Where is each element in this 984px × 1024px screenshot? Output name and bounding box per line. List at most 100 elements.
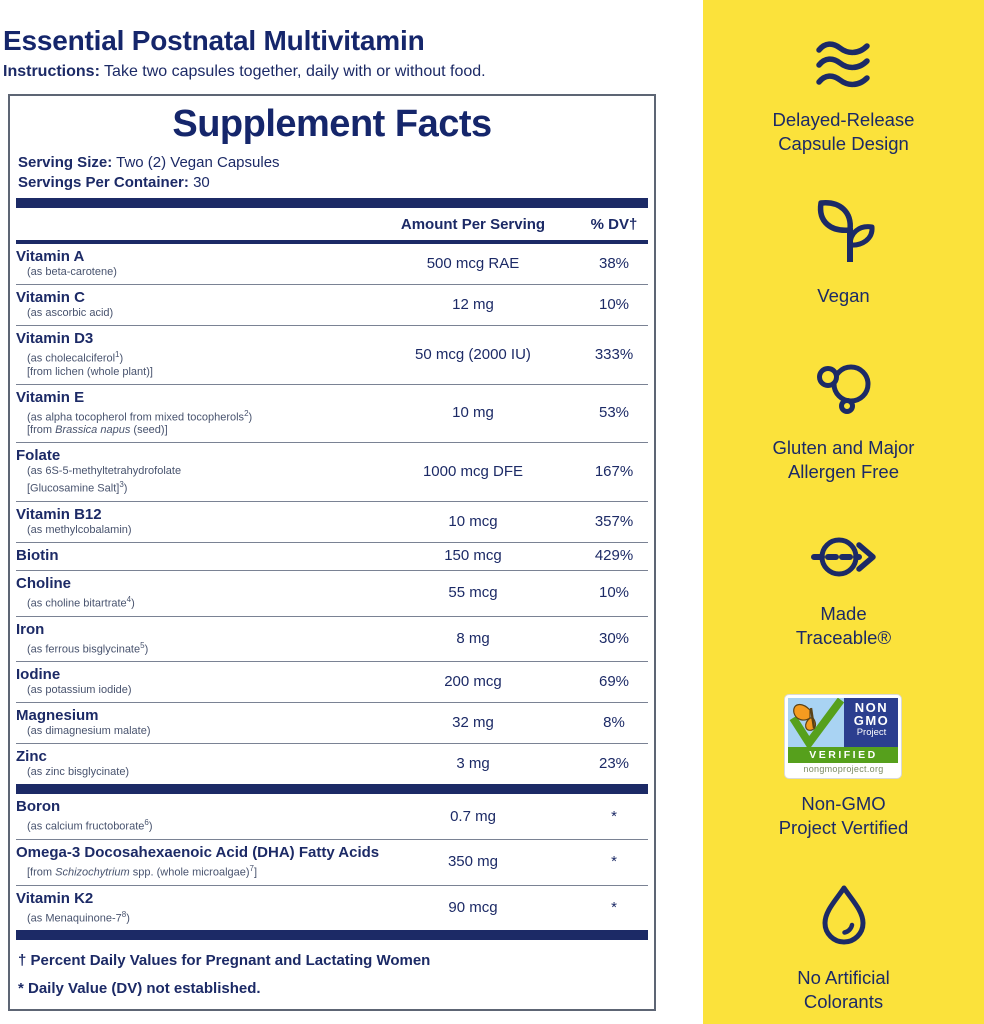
badge-word-non: NON — [854, 700, 889, 715]
feature-item: Gluten and Major Allergen Free — [773, 358, 914, 484]
feature-item: Delayed-Release Capsule Design — [773, 38, 914, 156]
daily-value: 167% — [594, 463, 634, 481]
table-header: Amount Per Serving % DV† — [16, 208, 648, 240]
nutrient-name: Omega-3 Docosahexaenoic Acid (DHA) Fatty… — [16, 843, 380, 861]
nutrient-name: Vitamin D3 — [16, 330, 94, 347]
nutrient-row: Vitamin K2 (as Menaquinone-78) 90 mcg * — [16, 886, 648, 931]
nutrient-row: Vitamin A (as beta-carotene) 500 mcg RAE 38… — [16, 244, 648, 285]
column-header-amount: Amount Per Serving — [400, 215, 546, 233]
instructions: Instructions: Take two capsules together… — [3, 63, 703, 81]
nutrient-source: [Glucosamine Salt]3) — [27, 480, 128, 495]
nutrient-row: Vitamin D3 (as cholecalciferol1) [from lic… — [16, 326, 648, 385]
nutrient-row: Biotin 150 mcg 429% — [16, 543, 648, 571]
nutrient-name: Iodine — [16, 666, 61, 684]
amount-per-serving: 55 mcg — [448, 584, 498, 602]
amount-per-serving: 12 mg — [452, 296, 494, 313]
feature-item: Made Traceable® — [796, 530, 891, 650]
badge-word-gmo: GMO — [853, 713, 890, 728]
feature-item: No Artificial Colorants — [797, 884, 890, 1014]
daily-value: 23% — [598, 755, 630, 773]
daily-value: * — [611, 853, 617, 871]
nutrient-row: Iodine (as potassium iodide) 200 mcg 69% — [16, 662, 648, 704]
badge-word-project: Project — [856, 727, 887, 738]
daily-value: * — [611, 807, 617, 825]
amount-per-serving: 350 mg — [447, 853, 499, 871]
nutrient-name: Vitamin B12 — [16, 505, 102, 523]
nutrient-source: (as cholecalciferol1) — [27, 350, 124, 365]
nutrient-source: (as potassium iodide) — [27, 684, 132, 697]
instructions-text: Take two capsules together, daily with o… — [104, 63, 486, 80]
nutrient-name: Vitamin A — [16, 248, 85, 265]
butterfly-check-icon — [788, 698, 845, 747]
badge-verified-band: VERIFIED — [788, 747, 899, 763]
features-sidebar: Delayed-Release Capsule Design Vegan Glut… — [703, 0, 984, 1024]
amount-per-serving: 10 mcg — [448, 512, 498, 530]
daily-value: 8% — [603, 714, 625, 732]
divider-bar — [16, 930, 648, 941]
amount-per-serving: 8 mg — [456, 629, 490, 647]
nutrient-row: Zinc (as zinc bisglycinate) 3 mg 23% — [16, 744, 648, 784]
nutrient-name: Vitamin C — [16, 289, 85, 306]
nutrient-source: [from Schizochytrium spp. (whole microal… — [27, 863, 258, 879]
nutrient-name: Magnesium — [16, 707, 99, 725]
nutrient-source: (as 6S-5-methyltetrahydrofolate — [27, 465, 182, 478]
amount-per-serving: 50 mcg (2000 IU) — [415, 345, 531, 363]
serving-size-value: Two (2) Vegan Capsules — [116, 154, 280, 171]
non-gmo-badge: NON GMO Project VERIFIED nongmoproject.o… — [784, 694, 903, 779]
amount-per-serving: 90 mcg — [448, 898, 498, 916]
allergen-free-icon — [811, 358, 875, 423]
feature-item: Vegan — [811, 198, 877, 308]
amount-per-serving: 500 mcg RAE — [426, 255, 520, 272]
daily-value: 333% — [594, 345, 634, 363]
nutrient-row: Vitamin E (as alpha tocopherol from mixed… — [16, 385, 648, 444]
feature-label: No Artificial Colorants — [797, 967, 890, 1012]
nutrient-source: (as beta-carotene) — [27, 266, 117, 278]
nutrient-name: Boron — [16, 798, 61, 816]
nutrient-row: Vitamin C (as ascorbic acid) 12 mg 10% — [16, 285, 648, 326]
divider-bar-header — [16, 240, 648, 244]
nutrient-source: (as methylcobalamin) — [27, 523, 132, 536]
daily-value: * — [611, 898, 617, 916]
droplet-icon — [817, 884, 871, 953]
amount-per-serving: 32 mg — [452, 714, 494, 732]
nutrient-row: Folate (as 6S-5-methyltetrahydrofolate [Gl… — [16, 443, 648, 502]
nutrient-source: [from Brassica napus (seed)] — [27, 424, 168, 437]
nutrient-row: Iron (as ferrous bisglycinate5) 8 mg 30% — [16, 617, 648, 663]
badge-url: nongmoproject.org — [803, 764, 884, 774]
nutrient-name: Choline — [16, 574, 71, 592]
feature-item: NON GMO Project VERIFIED nongmoproject.o… — [779, 694, 908, 840]
nutrient-name: Vitamin E — [16, 388, 85, 406]
traceable-icon — [810, 530, 877, 589]
nutrient-table: Vitamin A (as beta-carotene) 500 mcg RAE 38… — [16, 244, 648, 941]
supplement-facts-panel: Supplement Facts Serving Size: Two (2) V… — [8, 94, 656, 1012]
divider-bar — [16, 784, 648, 795]
feature-label: Vegan — [817, 285, 870, 306]
servings-per-container: Servings Per Container: 30 — [18, 174, 648, 191]
serving-size: Serving Size: Two (2) Vegan Capsules — [18, 154, 648, 171]
nutrient-name: Biotin — [16, 546, 59, 564]
daily-value: 10% — [598, 296, 630, 313]
daily-value: 30% — [598, 629, 630, 647]
amount-per-serving: 1000 mcg DFE — [422, 463, 524, 481]
daily-value: 10% — [598, 584, 630, 602]
daily-value: 53% — [598, 404, 630, 422]
nutrient-name: Folate — [16, 447, 61, 465]
instructions-label: Instructions: — [3, 63, 100, 80]
amount-per-serving: 150 mcg — [444, 547, 502, 565]
nutrient-row: Vitamin B12 (as methylcobalamin) 10 mcg 357… — [16, 502, 648, 543]
nutrient-source: (as ascorbic acid) — [27, 307, 114, 319]
nutrient-source: (as ferrous bisglycinate5) — [27, 640, 149, 656]
nutrient-source: (as calcium fructoborate6) — [27, 818, 153, 833]
nutrient-source: (as dimagnesium malate) — [27, 725, 151, 738]
amount-per-serving: 3 mg — [456, 755, 490, 773]
divider-bar-top — [16, 198, 648, 208]
column-header-dv: % DV† — [590, 215, 638, 233]
nutrient-row: Boron (as calcium fructoborate6) 0.7 mg * — [16, 794, 648, 840]
nutrient-row: Choline (as choline bitartrate4) 55 mcg 10% — [16, 571, 648, 617]
daily-value: 429% — [594, 547, 634, 565]
label-main: Essential Postnatal Multivitamin Instruc… — [3, 26, 703, 1012]
nutrient-row: Magnesium (as dimagnesium malate) 32 mg 8% — [16, 703, 648, 745]
facts-title: Supplement Facts — [172, 103, 492, 145]
daily-value: 38% — [598, 255, 630, 272]
